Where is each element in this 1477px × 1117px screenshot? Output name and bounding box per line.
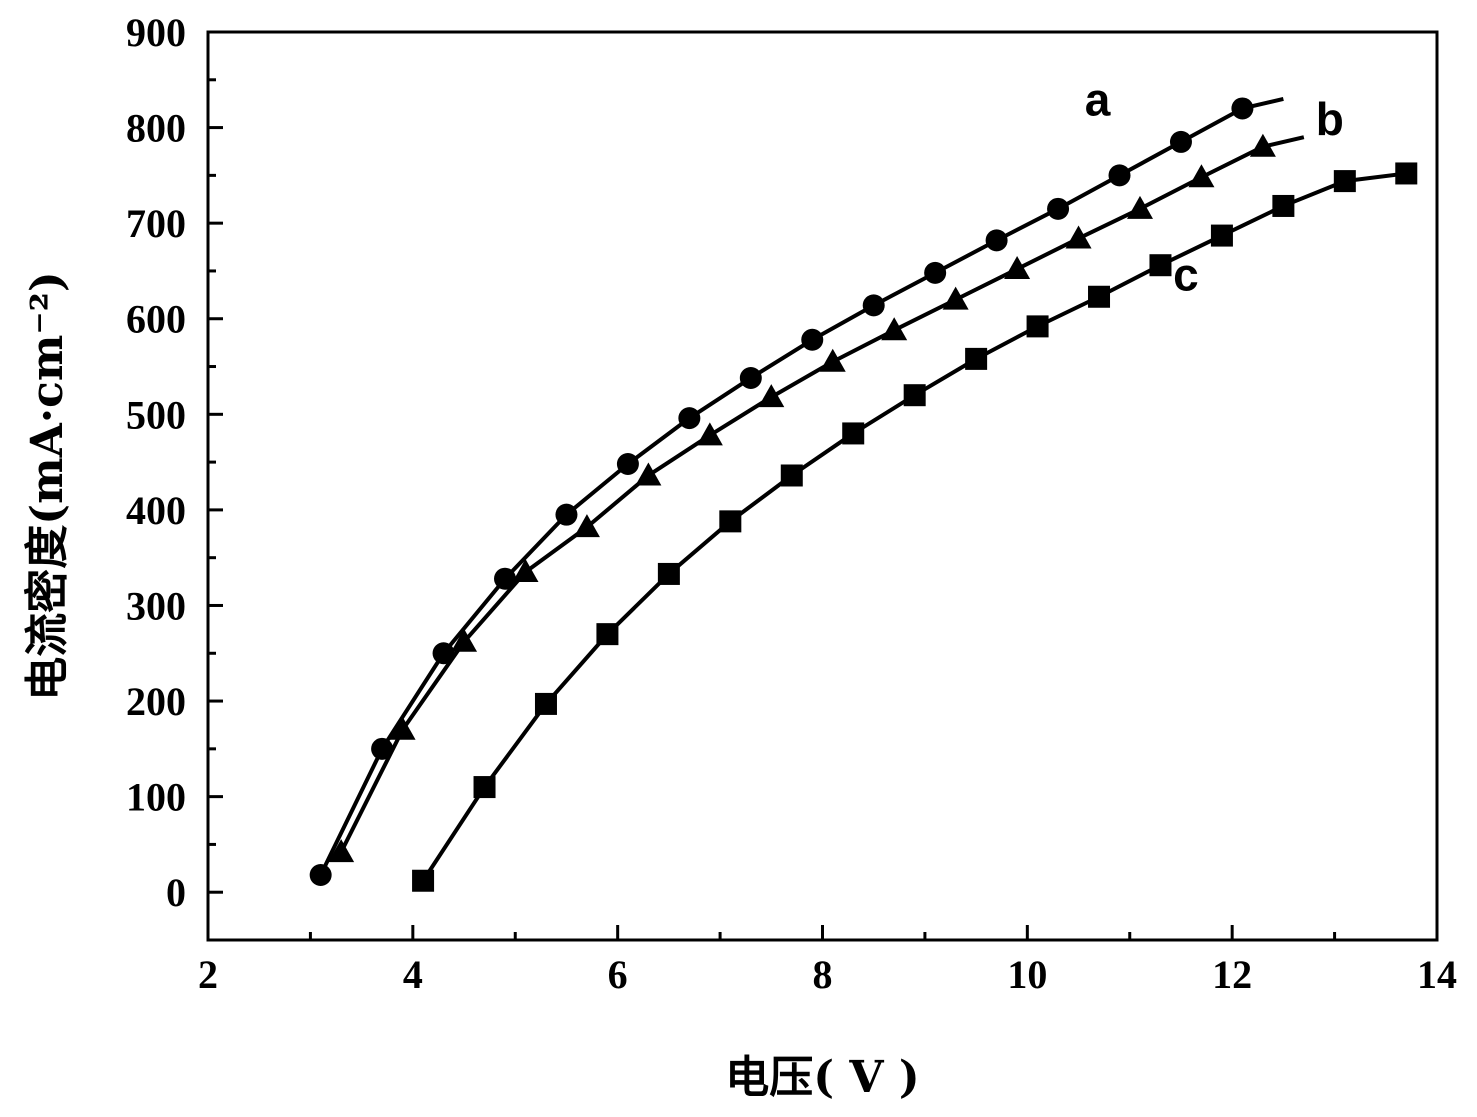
data-point <box>862 294 885 317</box>
data-point <box>371 737 394 760</box>
data-point <box>1149 254 1172 277</box>
curve-labels: a b c <box>1085 73 1344 300</box>
x-axis: 2 4 6 8 10 12 14 <box>198 925 1457 997</box>
data-point <box>1126 195 1153 219</box>
y-tick-label: 500 <box>126 392 186 437</box>
data-point <box>758 384 785 408</box>
data-point <box>780 464 803 487</box>
data-point <box>1333 170 1356 193</box>
series-layer <box>309 96 1418 892</box>
data-point <box>389 716 416 740</box>
y-tick-label: 200 <box>126 679 186 724</box>
plot-area <box>206 30 1439 942</box>
data-point <box>1272 194 1295 217</box>
data-point <box>616 453 639 476</box>
data-point <box>678 407 701 430</box>
data-point <box>719 510 742 533</box>
data-point <box>1088 285 1111 308</box>
data-point <box>1026 315 1049 338</box>
data-point <box>819 348 846 372</box>
data-point <box>328 839 355 863</box>
y-tick-label: 400 <box>126 488 186 533</box>
y-tick-label: 700 <box>126 201 186 246</box>
data-point <box>942 286 969 310</box>
data-point <box>1395 162 1418 185</box>
y-axis: 0 100 200 300 400 500 600 700 800 900 <box>126 10 223 915</box>
x-tick-label: 10 <box>1007 952 1047 997</box>
y-tick-label: 800 <box>126 106 186 151</box>
x-tick-label: 2 <box>198 952 218 997</box>
curve-label-b: b <box>1316 93 1344 145</box>
data-point <box>555 503 578 526</box>
series-a <box>309 96 1284 887</box>
y-axis-title: 电流密度(mA·cm⁻²) <box>22 271 73 701</box>
data-point <box>924 261 947 284</box>
data-point <box>985 229 1008 252</box>
y-tick-label: 900 <box>126 10 186 55</box>
data-point <box>512 559 539 583</box>
data-point <box>534 692 557 715</box>
data-point <box>635 462 662 486</box>
data-point <box>451 628 478 652</box>
x-tick-label: 12 <box>1212 952 1252 997</box>
x-axis-title: 电压( V ) <box>725 1052 919 1103</box>
data-point <box>965 347 988 370</box>
series-c <box>412 162 1418 892</box>
data-point <box>842 422 865 445</box>
y-tick-label: 0 <box>166 870 186 915</box>
plot-frame <box>206 30 1439 942</box>
data-point <box>1004 256 1031 280</box>
data-point <box>1065 225 1092 249</box>
data-point <box>1188 164 1215 188</box>
x-tick-label: 14 <box>1417 952 1457 997</box>
curve-label-c: c <box>1173 249 1199 301</box>
x-tick-label: 6 <box>608 952 628 997</box>
data-point <box>801 328 824 351</box>
data-point <box>596 623 619 646</box>
data-point <box>1047 197 1070 220</box>
series-line-b <box>339 135 1305 853</box>
x-tick-label: 4 <box>403 952 423 997</box>
data-point <box>473 776 496 799</box>
data-point <box>657 562 680 585</box>
data-point <box>739 366 762 389</box>
x-tick-label: 8 <box>813 952 833 997</box>
y-tick-label: 600 <box>126 297 186 342</box>
data-point <box>1210 224 1233 247</box>
data-point <box>1231 97 1254 120</box>
data-point <box>412 869 435 892</box>
y-tick-label: 300 <box>126 583 186 628</box>
data-point <box>1169 130 1192 153</box>
data-point <box>573 514 600 538</box>
data-point <box>881 317 908 341</box>
data-point <box>903 384 926 407</box>
data-point <box>1108 164 1131 187</box>
data-point <box>494 567 517 590</box>
y-tick-label: 100 <box>126 775 186 820</box>
data-point <box>696 422 723 446</box>
data-point <box>309 864 332 887</box>
curve-label-a: a <box>1085 73 1111 125</box>
series-line-c <box>421 171 1407 882</box>
data-point <box>1249 133 1276 157</box>
series-b <box>328 133 1305 863</box>
data-point <box>432 642 455 665</box>
